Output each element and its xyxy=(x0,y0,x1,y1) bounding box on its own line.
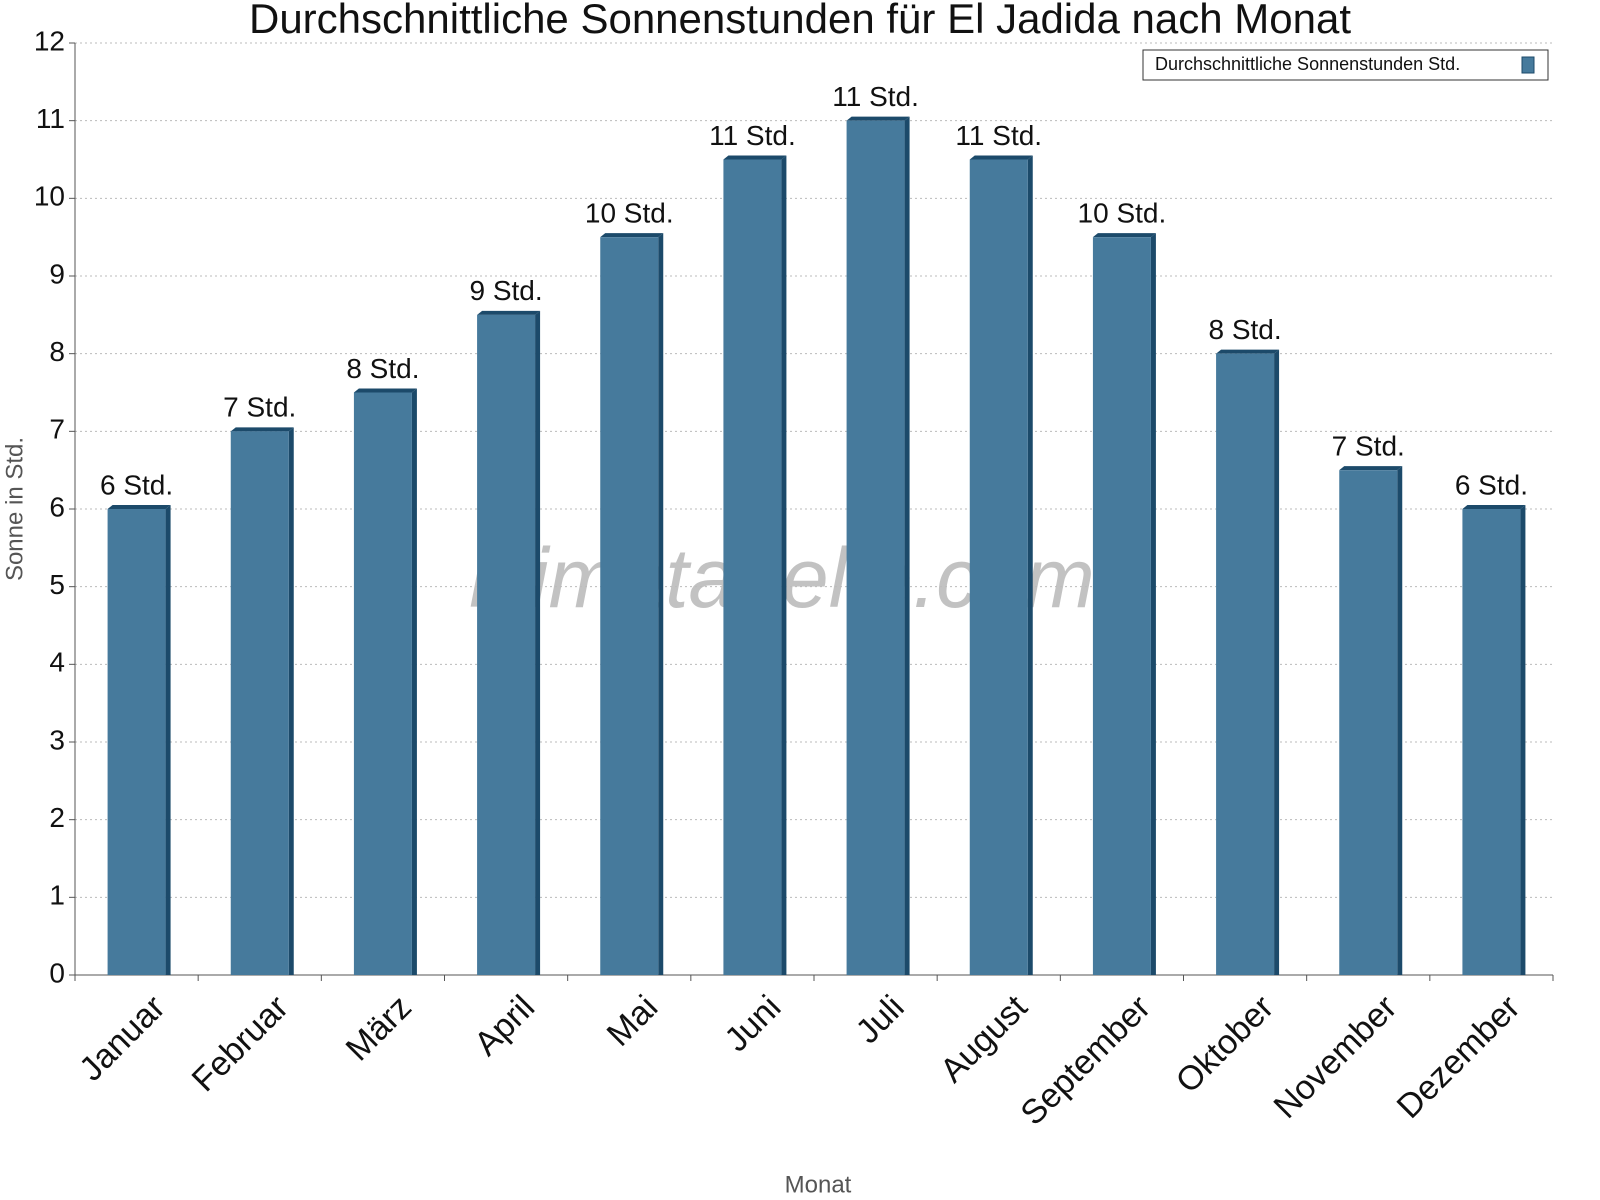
x-tick-label: Oktober xyxy=(1169,988,1281,1100)
bar-top xyxy=(846,116,910,121)
chart-title: Durchschnittliche Sonnenstunden für El J… xyxy=(249,0,1351,42)
value-label: 9 Std. xyxy=(469,275,542,306)
x-axis-label: Monat xyxy=(785,1171,852,1198)
bar-top xyxy=(723,155,787,160)
x-tick-label: Mai xyxy=(600,988,666,1054)
value-label: 7 Std. xyxy=(223,392,296,423)
bar xyxy=(1092,237,1151,975)
value-label: 10 Std. xyxy=(1078,198,1167,229)
bar-side xyxy=(165,505,171,975)
x-tick-label: November xyxy=(1266,988,1404,1126)
value-label: 11 Std. xyxy=(709,120,796,151)
y-tick-label: 8 xyxy=(49,336,65,367)
value-label: 11 Std. xyxy=(832,81,919,112)
x-tick-label: Juli xyxy=(849,988,912,1051)
bar xyxy=(230,431,289,975)
bar xyxy=(1216,353,1275,976)
value-label: 6 Std. xyxy=(100,469,173,500)
bar xyxy=(846,120,905,975)
bar-top xyxy=(1216,349,1280,354)
bar-top xyxy=(107,505,171,509)
y-tick-label: 7 xyxy=(49,414,65,445)
bar-side xyxy=(1397,466,1403,975)
bar-side xyxy=(535,310,541,975)
value-label: 6 Std. xyxy=(1455,469,1528,500)
bar-side xyxy=(288,427,294,975)
bar xyxy=(969,159,1028,975)
bar-side xyxy=(1150,233,1156,975)
bar-top xyxy=(230,427,294,432)
x-tick-label: März xyxy=(339,988,419,1068)
y-tick-label: 5 xyxy=(49,569,65,600)
y-tick-label: 3 xyxy=(49,724,65,755)
y-tick-label: 4 xyxy=(49,647,65,678)
x-tick-label: Februar xyxy=(185,988,296,1099)
x-tick-label: Dezember xyxy=(1390,988,1528,1126)
x-tick-label: Juni xyxy=(717,988,788,1059)
y-tick-label: 10 xyxy=(34,181,65,212)
y-tick-label: 2 xyxy=(49,802,65,833)
bar-side xyxy=(411,388,417,975)
y-tick-label: 0 xyxy=(49,957,65,988)
bar-side xyxy=(1027,155,1033,975)
bar-top xyxy=(1339,466,1403,471)
value-label: 10 Std. xyxy=(585,198,674,229)
bar-side xyxy=(1520,505,1526,975)
bar xyxy=(1462,509,1521,975)
legend-label: Durchschnittliche Sonnenstunden Std. xyxy=(1155,54,1460,74)
x-tick-label: September xyxy=(1013,988,1157,1132)
bar-top xyxy=(1462,505,1526,509)
bar xyxy=(107,509,166,975)
bar-top xyxy=(969,155,1033,160)
bar-top xyxy=(600,233,664,238)
y-tick-label: 6 xyxy=(49,491,65,522)
y-tick-label: 12 xyxy=(34,25,65,56)
bar-top xyxy=(477,310,541,315)
legend-box xyxy=(1142,49,1549,81)
bar-side xyxy=(1274,349,1280,976)
value-label: 8 Std. xyxy=(346,353,419,384)
y-tick-label: 9 xyxy=(49,258,65,289)
value-label: 8 Std. xyxy=(1208,314,1281,345)
y-tick-label: 11 xyxy=(36,103,65,134)
bar xyxy=(600,237,659,975)
value-label: 7 Std. xyxy=(1332,431,1405,462)
bar-side xyxy=(658,233,664,975)
x-tick-label: August xyxy=(933,988,1035,1090)
bar xyxy=(353,392,412,975)
bar xyxy=(723,159,782,975)
x-tick-label: Januar xyxy=(72,988,172,1088)
value-label: 11 Std. xyxy=(955,120,1042,151)
y-tick-label: 1 xyxy=(49,880,65,911)
bar-side xyxy=(904,116,910,975)
bar xyxy=(477,314,536,975)
y-axis-label: Sonne in Std. xyxy=(1,437,28,581)
bar-top xyxy=(353,388,417,393)
bar-top xyxy=(1092,233,1156,238)
x-tick-label: April xyxy=(467,988,542,1063)
bar-side xyxy=(781,155,787,975)
legend-swatch xyxy=(1521,56,1535,74)
bar xyxy=(1339,470,1398,975)
